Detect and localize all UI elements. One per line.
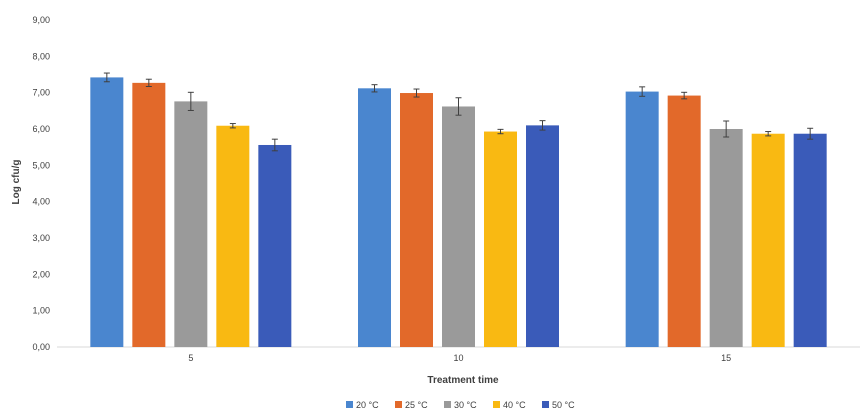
error-bar (413, 88, 420, 98)
bar (216, 125, 250, 347)
bar (625, 91, 659, 348)
legend-label: 30 °C (454, 400, 477, 410)
y-tick-label: 3,00 (32, 233, 50, 243)
legend-label: 40 °C (503, 400, 526, 410)
bar (709, 129, 743, 347)
legend-label: 25 °C (405, 400, 428, 410)
bar (174, 101, 208, 348)
y-tick-label: 0,00 (32, 342, 50, 352)
y-tick-label: 1,00 (32, 306, 50, 316)
legend-item: 50 °C (542, 400, 575, 410)
error-bar (229, 123, 236, 129)
legend-item: 40 °C (493, 400, 526, 410)
error-bar (187, 91, 194, 111)
y-tick-label: 4,00 (32, 197, 50, 207)
error-bar (639, 86, 646, 97)
bar (484, 131, 517, 347)
error-bar (497, 128, 504, 135)
y-axis-title: Log cfu/g (11, 160, 22, 205)
y-tick-label: 2,00 (32, 269, 50, 279)
bar (793, 133, 827, 347)
legend-swatch (346, 401, 353, 408)
error-bar (723, 120, 730, 138)
error-bar (807, 127, 814, 140)
legend-swatch (444, 401, 451, 408)
bar (526, 125, 559, 347)
x-axis-ticks: 5 10 15 (188, 353, 731, 363)
bars (90, 72, 827, 348)
bar (400, 93, 433, 347)
legend-swatch (493, 401, 500, 408)
legend-item: 30 °C (444, 400, 477, 410)
y-axis-ticks: 0,00 1,00 2,00 3,00 4,00 5,00 6,00 7,00 8,00 9,00 (32, 15, 50, 352)
bar (132, 82, 166, 348)
y-tick-label: 9,00 (32, 15, 50, 25)
bar (90, 77, 124, 347)
bar (667, 95, 701, 347)
legend-swatch (395, 401, 402, 408)
y-tick-label: 8,00 (32, 51, 50, 61)
error-bar (371, 84, 378, 93)
error-bar (271, 138, 278, 152)
bar (751, 133, 785, 347)
error-bar (539, 120, 546, 131)
x-tick-label: 15 (721, 353, 731, 363)
error-bar (103, 72, 110, 83)
x-tick-label: 10 (453, 353, 463, 363)
legend: 20 °C 25 °C 30 °C 40 °C 50 °C (346, 400, 575, 410)
error-bar (681, 91, 688, 100)
legend-label: 20 °C (356, 400, 379, 410)
x-tick-label: 5 (188, 353, 193, 363)
legend-label: 50 °C (552, 400, 575, 410)
bar (258, 144, 292, 347)
error-bar (455, 97, 462, 116)
legend-item: 20 °C (346, 400, 379, 410)
bar (442, 106, 475, 348)
y-tick-label: 6,00 (32, 124, 50, 134)
error-bar (765, 131, 772, 137)
error-bar (145, 78, 152, 87)
y-tick-label: 5,00 (32, 160, 50, 170)
legend-item: 25 °C (395, 400, 428, 410)
bar (358, 88, 391, 347)
x-axis-title: Treatment time (427, 375, 499, 386)
y-tick-label: 7,00 (32, 88, 50, 98)
legend-swatch (542, 401, 549, 408)
